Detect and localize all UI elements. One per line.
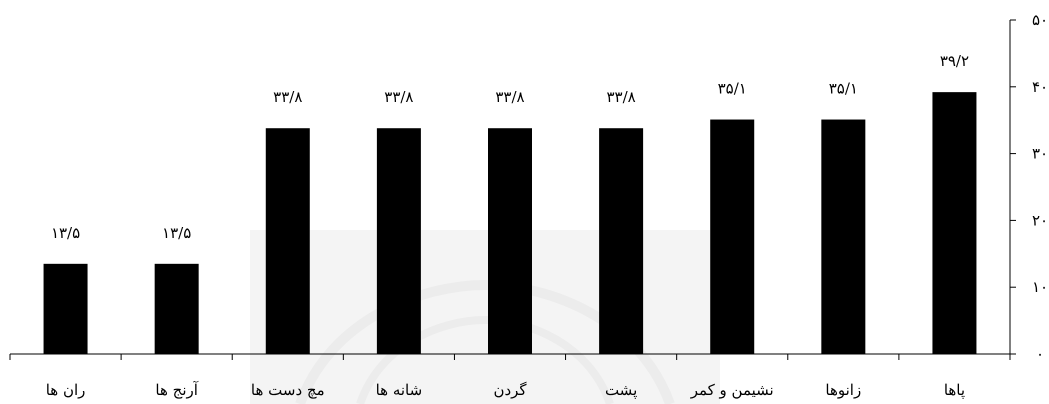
y-tick-label: ۲۰ <box>1032 211 1048 229</box>
y-tick-label: ۱۰ <box>1032 278 1048 296</box>
data-label: ۳۳/۸ <box>495 88 524 106</box>
bar <box>488 128 532 354</box>
bar <box>710 119 755 354</box>
data-label: ۳۳/۸ <box>273 88 302 106</box>
y-tick-label: ۴۰ <box>1032 78 1048 96</box>
category-label: شانه ها <box>376 381 423 399</box>
bar <box>43 263 88 354</box>
category-label: ران ها <box>46 381 86 399</box>
y-tick-label: ۰ <box>1036 345 1044 363</box>
data-label: ۱۳/۵ <box>162 224 191 242</box>
bar <box>376 128 421 354</box>
category-label: نشیمن و کمر <box>690 381 774 399</box>
bar <box>154 263 199 354</box>
bar <box>821 119 866 354</box>
bar <box>599 128 644 354</box>
category-label: گردن <box>493 381 527 399</box>
category-label: پشت <box>605 381 637 399</box>
data-label: ۱۳/۵ <box>51 224 80 242</box>
category-label: آرنج ها <box>155 381 198 399</box>
category-label: زانوها <box>825 381 861 399</box>
data-label: ۳۵/۱ <box>829 80 858 98</box>
data-label: ۳۳/۸ <box>606 88 635 106</box>
bar <box>265 128 310 354</box>
watermark-emblem <box>250 230 720 404</box>
bar <box>932 92 977 355</box>
category-label: پاها <box>944 381 965 399</box>
data-label: ۳۵/۱ <box>718 80 747 98</box>
y-tick-label: ۳۰ <box>1032 145 1048 163</box>
category-label: مچ دست ها <box>251 381 325 399</box>
y-tick-label: ۵۰ <box>1032 11 1048 29</box>
data-label: ۳۹/۲ <box>940 52 969 70</box>
data-label: ۳۳/۸ <box>384 88 413 106</box>
